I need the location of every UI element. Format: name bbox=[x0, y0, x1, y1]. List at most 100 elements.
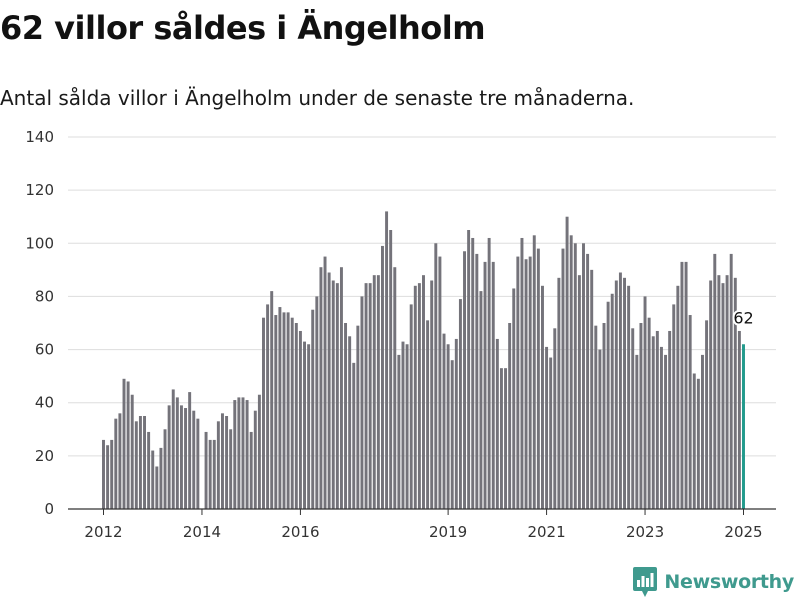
bar bbox=[339, 267, 343, 509]
bar bbox=[442, 333, 446, 509]
bar bbox=[331, 280, 335, 509]
bar bbox=[733, 277, 737, 509]
bar bbox=[188, 392, 192, 509]
bar bbox=[483, 261, 487, 509]
bar bbox=[175, 397, 179, 509]
newsworthy-brand: Newsworthy bbox=[633, 566, 794, 598]
bar bbox=[401, 341, 405, 509]
bar bbox=[631, 328, 635, 509]
bar bbox=[229, 429, 233, 509]
bar bbox=[454, 338, 458, 509]
bar bbox=[163, 429, 167, 509]
bar bbox=[561, 248, 565, 509]
y-tick-label: 40 bbox=[35, 394, 54, 412]
bar bbox=[249, 431, 253, 509]
bar bbox=[155, 466, 159, 509]
bar bbox=[266, 304, 270, 509]
bar bbox=[241, 397, 245, 509]
bar bbox=[475, 253, 479, 509]
bar bbox=[532, 235, 536, 509]
bar bbox=[610, 293, 614, 509]
bar bbox=[286, 312, 290, 509]
bar bbox=[479, 291, 483, 509]
bar bbox=[717, 275, 721, 509]
y-tick-label: 100 bbox=[25, 234, 54, 252]
bar bbox=[233, 400, 237, 509]
bar bbox=[701, 354, 704, 509]
newsworthy-logo-icon bbox=[633, 567, 658, 597]
bar bbox=[327, 272, 331, 509]
bar bbox=[147, 431, 151, 509]
bar bbox=[664, 354, 668, 509]
bar bbox=[417, 283, 421, 509]
bar bbox=[491, 261, 495, 509]
bar bbox=[549, 357, 553, 509]
bar bbox=[495, 338, 499, 509]
bar bbox=[179, 405, 183, 509]
bar bbox=[167, 405, 171, 509]
bar bbox=[602, 323, 606, 509]
bar bbox=[319, 267, 323, 509]
bar bbox=[348, 336, 352, 509]
bar bbox=[323, 256, 327, 509]
bar bbox=[705, 320, 709, 509]
bar bbox=[257, 394, 261, 509]
bar bbox=[577, 275, 581, 509]
page-subtitle: Antal sålda villor i Ängelholm under de … bbox=[0, 86, 635, 110]
bar bbox=[344, 323, 348, 509]
bar bbox=[487, 237, 491, 509]
bar bbox=[364, 283, 368, 509]
bar bbox=[372, 275, 376, 509]
bar bbox=[208, 439, 212, 509]
bar bbox=[528, 256, 532, 509]
bar bbox=[467, 230, 471, 509]
bar bbox=[184, 408, 188, 509]
bar bbox=[196, 418, 200, 509]
bar bbox=[311, 309, 315, 509]
bar bbox=[225, 416, 229, 509]
bar bbox=[397, 354, 401, 509]
bar bbox=[303, 341, 306, 509]
bar bbox=[376, 275, 380, 509]
bar bbox=[413, 285, 417, 509]
bar bbox=[458, 299, 462, 509]
bar bbox=[270, 291, 274, 509]
bar bbox=[438, 256, 442, 509]
bar bbox=[639, 323, 643, 509]
bar bbox=[655, 330, 659, 509]
bar bbox=[278, 307, 282, 509]
last-value-label: 62 bbox=[733, 308, 753, 327]
bar bbox=[134, 421, 138, 509]
bar bbox=[352, 362, 356, 509]
x-tick-label: 2016 bbox=[281, 523, 319, 541]
bar bbox=[614, 280, 618, 509]
bar bbox=[672, 304, 676, 509]
bar bbox=[426, 320, 430, 509]
bar bbox=[696, 378, 700, 509]
bar bbox=[130, 394, 134, 509]
bar bbox=[450, 360, 454, 509]
bar bbox=[114, 418, 118, 509]
bar bbox=[122, 378, 126, 509]
bar bbox=[204, 431, 208, 509]
bar bbox=[381, 245, 384, 509]
bar bbox=[713, 253, 717, 509]
bar bbox=[586, 253, 590, 509]
bar bbox=[262, 317, 265, 509]
bar bbox=[221, 413, 224, 509]
bar bbox=[385, 211, 389, 509]
x-tick-label: 2012 bbox=[84, 523, 122, 541]
bar bbox=[565, 216, 569, 509]
bar bbox=[216, 421, 220, 509]
bar bbox=[253, 410, 257, 509]
bar bbox=[298, 330, 302, 509]
bar bbox=[434, 243, 438, 510]
bar bbox=[582, 243, 585, 510]
bar bbox=[516, 256, 520, 509]
bar bbox=[618, 272, 622, 509]
bar bbox=[627, 285, 631, 509]
bar bbox=[635, 354, 639, 509]
y-tick-label: 80 bbox=[35, 287, 54, 305]
bar bbox=[504, 368, 508, 509]
